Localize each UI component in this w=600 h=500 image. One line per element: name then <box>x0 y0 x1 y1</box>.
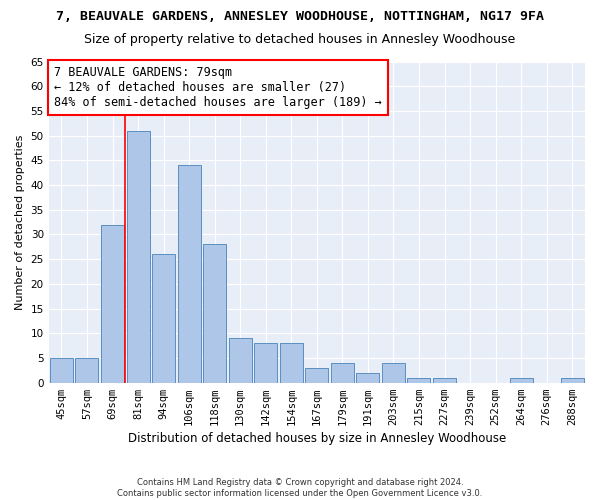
Bar <box>382 363 405 382</box>
Text: 7 BEAUVALE GARDENS: 79sqm
← 12% of detached houses are smaller (27)
84% of semi-: 7 BEAUVALE GARDENS: 79sqm ← 12% of detac… <box>54 66 382 110</box>
Bar <box>178 166 200 382</box>
Bar <box>305 368 328 382</box>
Bar <box>152 254 175 382</box>
Y-axis label: Number of detached properties: Number of detached properties <box>15 134 25 310</box>
Bar <box>127 130 149 382</box>
Bar <box>356 373 379 382</box>
Bar <box>407 378 430 382</box>
Text: 7, BEAUVALE GARDENS, ANNESLEY WOODHOUSE, NOTTINGHAM, NG17 9FA: 7, BEAUVALE GARDENS, ANNESLEY WOODHOUSE,… <box>56 10 544 23</box>
Bar <box>509 378 533 382</box>
Text: Contains HM Land Registry data © Crown copyright and database right 2024.
Contai: Contains HM Land Registry data © Crown c… <box>118 478 482 498</box>
Bar <box>203 244 226 382</box>
X-axis label: Distribution of detached houses by size in Annesley Woodhouse: Distribution of detached houses by size … <box>128 432 506 445</box>
Bar <box>254 343 277 382</box>
Text: Size of property relative to detached houses in Annesley Woodhouse: Size of property relative to detached ho… <box>85 32 515 46</box>
Bar <box>331 363 354 382</box>
Bar <box>50 358 73 382</box>
Bar <box>433 378 456 382</box>
Bar <box>280 343 303 382</box>
Bar <box>76 358 98 382</box>
Bar <box>561 378 584 382</box>
Bar <box>101 224 124 382</box>
Bar <box>229 338 252 382</box>
